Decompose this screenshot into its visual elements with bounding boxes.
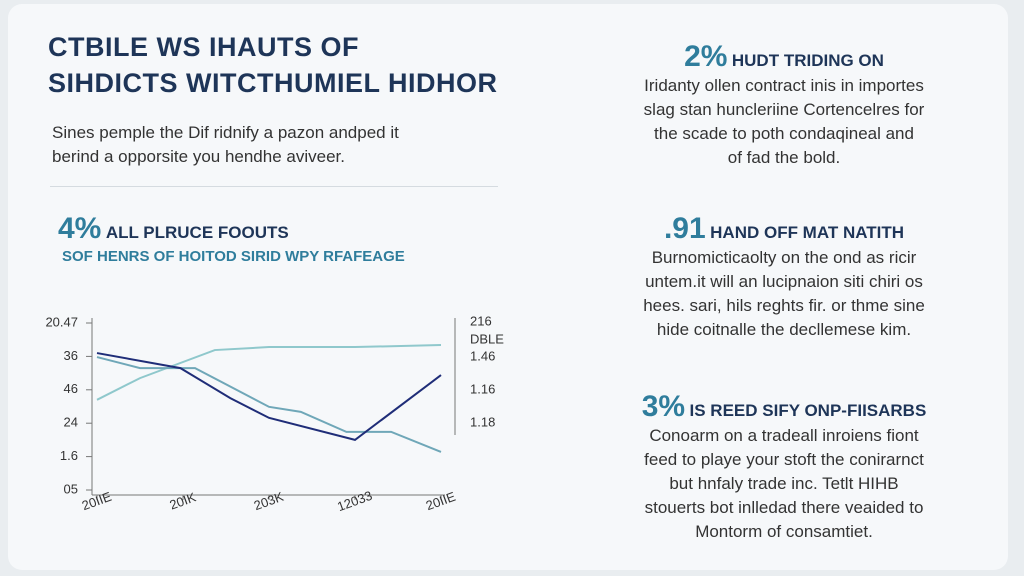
block-number: 3% [641,390,686,423]
block-number: 2% [684,40,728,73]
block-text: hees. sari, hils reghts fir. or thme sin… [643,296,925,315]
intro: Sines pemple the Dif ridnify a pazon and… [52,123,399,142]
title: CTBILE WS IHAUTS OF [48,32,359,62]
right-axis-label: 1.46 [470,348,495,363]
line-series [96,344,442,401]
block-text: feed to playe your stoft the conirarnct [644,450,924,469]
y-tick-label: 46 [64,381,78,396]
card [8,4,1008,570]
y-tick-label: 20.47 [45,314,78,329]
line-series [96,356,442,453]
y-tick-label: 36 [64,348,78,363]
block-text: slag stan huncleriine Cortencelres for [643,100,925,119]
block-heading-text: HUDT TRIDING ON [731,51,884,70]
block-number: .91 [663,212,706,245]
x-tick-label: 203K [252,489,286,514]
x-tick-label: 20IIE [80,489,114,514]
block-text: untem.it will an lucipnaion siti chiri o… [645,272,923,291]
y-tick-label: 24 [64,415,78,430]
stat-number: 4% [58,212,102,245]
block-text: Montorm of consamtiet. [695,522,873,541]
x-tick-label: 12033 [335,488,374,514]
block-text: of fad the bold. [727,148,841,167]
x-tick-label: 20IIE [424,489,458,514]
stat: 4% ALL PLRUCE FOOUTS [58,212,289,246]
stat-sublabel: SOF HENRS OF HOITOD SIRID WPY RFAFEAGE [62,248,405,265]
y-tick-label: 1.6 [60,448,78,463]
block-heading: 2% HUDT TRIDING ON [594,40,974,74]
block-text: hide coitnalle the decllemese kim. [656,320,912,339]
y-tick-label: 05 [64,481,78,496]
block-heading: .91 HAND OFF MAT NATITH [594,212,974,246]
x-tick-label: 20IK [168,489,199,512]
line-series [96,352,442,441]
divider [50,186,498,187]
block-text: but hnfaly trade inc. Tetlt HIHB [669,474,899,493]
right-axis-label: 1.18 [470,414,495,429]
intro: berind a opporsite you hendhe aviveer. [52,147,345,166]
block-heading: 3% IS REED SIFY ONP-FIISARBS [594,390,974,424]
right-axis-label: 1.16 [470,381,495,396]
block-text: Burnomicticaolty on the ond as ricir [651,248,917,267]
right-axis-label: 216 [470,313,492,328]
block-heading-text: IS REED SIFY ONP-FIISARBS [689,401,927,420]
block-text: stouerts bot inlledad there veaided to [644,498,924,517]
block-heading-text: HAND OFF MAT NATITH [710,223,905,242]
block-text: the scade to poth condaqineal and [654,124,914,143]
title: SIHDICTS WITCTHUMIEL HIDHOR [48,68,498,98]
block-text: Iridanty ollen contract inis in importes [644,76,924,95]
right-axis-label: DBLE [470,331,504,346]
block-text: Conoarm on a tradeall inroiens fiont [649,426,919,445]
stat-label: ALL PLRUCE FOOUTS [105,223,289,242]
